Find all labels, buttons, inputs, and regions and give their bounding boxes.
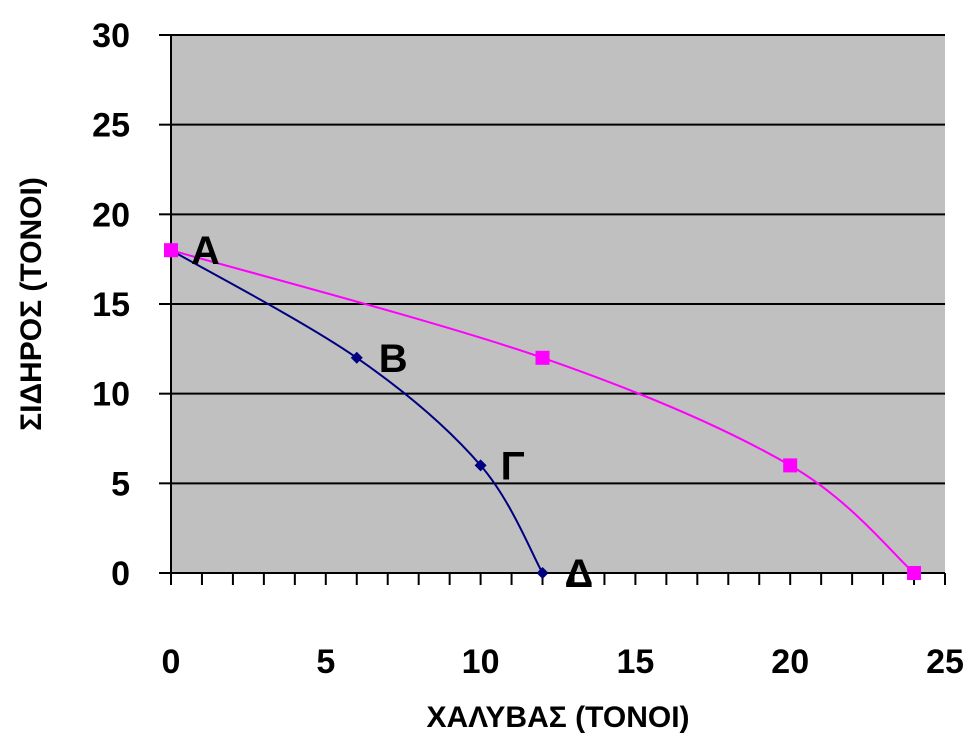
y-axis-title: ΣΙΔΗΡΟΣ (ΤΟΝΟΙ) (15, 177, 48, 431)
x-tick-label: 5 (316, 643, 335, 681)
y-tick-label: 20 (92, 196, 130, 234)
series-line-2 (170, 249, 915, 574)
point-label: Α (191, 229, 220, 273)
y-tick-label: 0 (111, 555, 130, 593)
axes (159, 34, 946, 585)
x-tick-label: 20 (771, 643, 809, 681)
x-tick-label: 10 (462, 643, 500, 681)
series-1-point (536, 567, 549, 579)
y-tick-label: 15 (92, 286, 130, 324)
point-label: Γ (501, 444, 525, 488)
x-axis-title: ΧΑΛΥΒΑΣ (ΤΟΝΟΙ) (426, 701, 689, 734)
x-tick-labels: 0 5 10 15 20 25 (162, 643, 964, 681)
x-tick-label: 25 (926, 643, 964, 681)
series-2-point (783, 458, 798, 473)
point-label: Δ (565, 552, 594, 596)
gridlines (171, 34, 945, 485)
y-tick-label: 10 (92, 376, 130, 414)
y-tick-labels: 0 5 10 15 20 25 30 (92, 17, 130, 593)
series-2-point (907, 566, 922, 580)
series-1-point (350, 351, 363, 364)
series-group (164, 243, 922, 580)
point-labels: Α Β Γ Δ (191, 229, 593, 596)
y-tick-label: 25 (92, 107, 130, 145)
point-label: Β (379, 337, 408, 381)
series-1-point (474, 459, 487, 472)
x-tick-label: 15 (616, 643, 654, 681)
series-line-1 (170, 249, 544, 574)
y-tick-label: 30 (92, 17, 130, 55)
x-tick-label: 0 (162, 643, 181, 681)
y-tick-label: 5 (111, 465, 130, 503)
series-2-point (535, 350, 550, 365)
series-2-point (164, 243, 178, 258)
